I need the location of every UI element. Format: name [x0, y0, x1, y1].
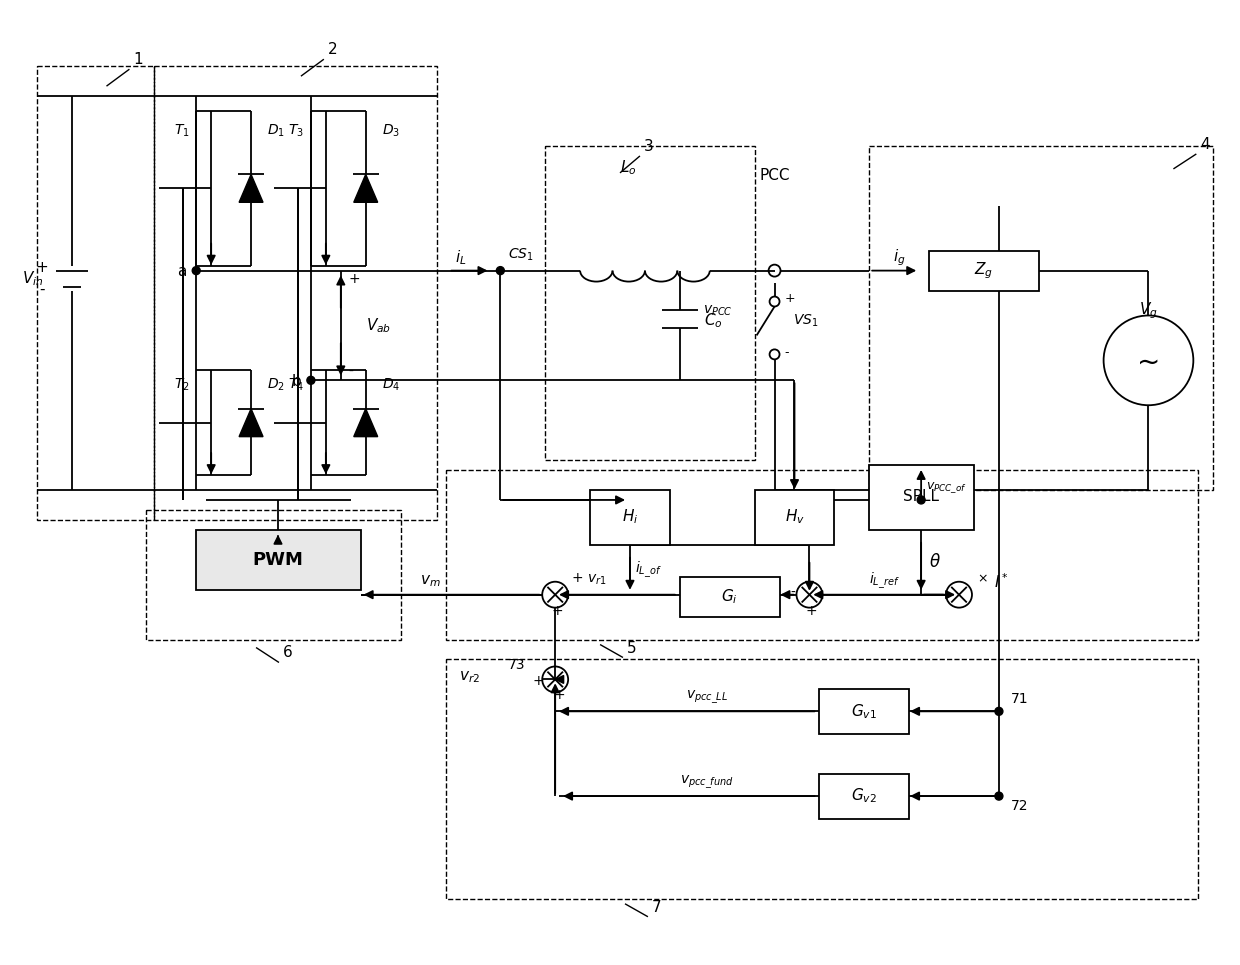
Bar	[590, 490, 670, 545]
Text: $D_2$: $D_2$	[267, 377, 285, 394]
Text: +: +	[785, 292, 795, 305]
Text: $H_i$: $H_i$	[621, 508, 639, 526]
Bar	[869, 146, 1213, 490]
Circle shape	[918, 496, 925, 504]
Bar	[445, 659, 1198, 898]
Text: 3: 3	[644, 139, 653, 154]
Text: $i_g$: $i_g$	[893, 247, 905, 268]
Text: +: +	[552, 604, 563, 618]
Text: $C_o$: $C_o$	[704, 311, 723, 330]
Text: 72: 72	[1011, 799, 1028, 813]
Circle shape	[308, 376, 315, 384]
Text: PCC: PCC	[759, 168, 790, 183]
Bar	[755, 490, 835, 545]
Text: b: b	[291, 373, 301, 389]
Text: $I^*$: $I^*$	[994, 572, 1008, 592]
Bar	[445, 470, 1198, 640]
Text: 5: 5	[627, 641, 636, 655]
Bar	[929, 251, 1039, 290]
Text: 2: 2	[327, 42, 337, 57]
Text: -: -	[38, 282, 45, 297]
Text: $V_g$: $V_g$	[1140, 300, 1158, 320]
Bar	[146, 510, 401, 640]
Text: -: -	[785, 345, 789, 359]
Text: +: +	[348, 271, 361, 286]
Text: $H_v$: $H_v$	[785, 508, 805, 526]
Text: $v_m$: $v_m$	[420, 573, 441, 589]
Text: $V_{ab}$: $V_{ab}$	[366, 317, 391, 335]
Text: $T_1$: $T_1$	[174, 123, 190, 139]
Text: $V_{in}$: $V_{in}$	[22, 269, 43, 288]
Text: 6: 6	[283, 646, 293, 660]
Text: $i_L$: $i_L$	[455, 248, 466, 267]
Text: a: a	[177, 264, 186, 279]
Text: 71: 71	[1011, 692, 1028, 706]
Bar	[37, 67, 154, 520]
Text: $\theta$: $\theta$	[929, 553, 941, 570]
Bar	[154, 67, 436, 520]
Text: +: +	[553, 688, 565, 703]
Text: -: -	[790, 586, 795, 599]
Text: +: +	[532, 675, 544, 688]
Text: ~: ~	[1137, 348, 1161, 376]
Text: +: +	[35, 261, 48, 275]
Text: $i_{L\_of}$: $i_{L\_of}$	[635, 560, 662, 580]
Text: $D_3$: $D_3$	[382, 123, 399, 139]
Text: $i_{L\_ref}$: $i_{L\_ref}$	[869, 570, 899, 591]
Text: PWM: PWM	[253, 551, 304, 568]
Polygon shape	[239, 175, 263, 203]
Text: $v_{r2}$: $v_{r2}$	[459, 670, 480, 685]
Circle shape	[994, 707, 1003, 715]
Text: $v_{pcc\_LL}$: $v_{pcc\_LL}$	[686, 689, 728, 706]
Circle shape	[994, 792, 1003, 800]
Text: $Z_g$: $Z_g$	[975, 261, 993, 281]
Text: $T_2$: $T_2$	[174, 377, 190, 394]
Polygon shape	[353, 409, 378, 436]
Polygon shape	[353, 175, 378, 203]
Text: $T_4$: $T_4$	[288, 377, 304, 394]
Bar	[680, 577, 780, 617]
Circle shape	[192, 266, 200, 275]
Text: $G_{v2}$: $G_{v2}$	[852, 786, 877, 806]
Text: $CS_1$: $CS_1$	[508, 246, 534, 262]
Text: 4: 4	[1200, 137, 1210, 152]
Circle shape	[496, 266, 505, 275]
Text: $G_{v1}$: $G_{v1}$	[852, 702, 877, 721]
Text: SPLL: SPLL	[903, 489, 939, 505]
Bar	[546, 146, 755, 460]
Text: -: -	[348, 366, 353, 379]
Text: $D_4$: $D_4$	[382, 377, 401, 394]
Bar	[820, 774, 909, 819]
Bar	[820, 689, 909, 734]
Text: $T_3$: $T_3$	[288, 123, 304, 139]
Text: 1: 1	[134, 52, 143, 68]
Text: $v_{PCC}$: $v_{PCC}$	[703, 303, 733, 317]
Bar	[196, 530, 361, 590]
Text: +: +	[806, 604, 817, 618]
Text: $G_i$: $G_i$	[722, 588, 738, 606]
Text: $L_o$: $L_o$	[620, 158, 636, 178]
Bar	[869, 465, 973, 530]
Text: $VS_1$: $VS_1$	[792, 313, 818, 329]
Text: $+\ v_{r1}$: $+\ v_{r1}$	[572, 572, 606, 588]
Text: 73: 73	[507, 658, 526, 673]
Text: $\times$: $\times$	[977, 572, 988, 585]
Text: $D_1$: $D_1$	[267, 123, 285, 139]
Text: 7: 7	[652, 899, 661, 915]
Text: $v_{pcc\_fund}$: $v_{pcc\_fund}$	[680, 773, 734, 791]
Text: $v_{PCC\_of}$: $v_{PCC\_of}$	[926, 481, 967, 495]
Polygon shape	[239, 409, 263, 436]
